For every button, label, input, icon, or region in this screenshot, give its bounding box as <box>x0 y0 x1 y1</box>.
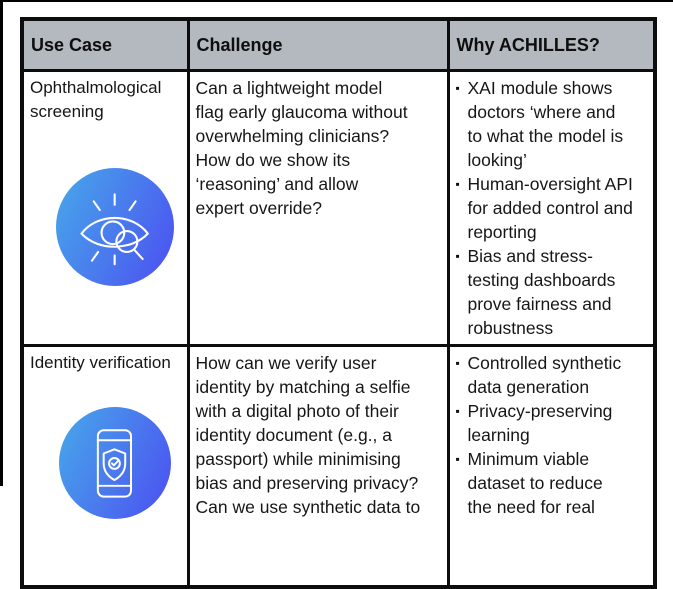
bullet-square-icon: ▪ <box>455 249 460 263</box>
why-bullet-list: ▪ Controlled synthetic data generation ▪… <box>456 351 649 519</box>
bullet-text: Privacy-preserving learning <box>467 401 613 445</box>
list-item: ▪ Minimum viable dataset to reduce the n… <box>456 447 649 519</box>
bullet-text: Human-oversight API for added control an… <box>467 174 633 242</box>
list-item: ▪ Privacy-preserving learning <box>456 399 649 447</box>
bullet-text: XAI module shows doctors ‘where and to w… <box>467 78 624 170</box>
bullet-square-icon: ▪ <box>455 177 460 191</box>
table-row-ophthalmological: Ophthalmological screening <box>20 69 657 347</box>
use-case-label: Ophthalmological screening <box>30 78 162 121</box>
why-bullet-list: ▪ XAI module shows doctors ‘where and to… <box>456 76 649 340</box>
bullet-square-icon: ▪ <box>455 356 460 370</box>
list-item: ▪ Human-oversight API for added control … <box>456 172 649 244</box>
use-case-cell: Ophthalmological screening <box>20 69 190 347</box>
use-case-label: Identity verification <box>30 353 171 372</box>
bullet-square-icon: ▪ <box>455 404 460 418</box>
why-achilles-cell: ▪ Controlled synthetic data generation ▪… <box>446 344 657 589</box>
challenge-text: Can a lightweight model flag early glauc… <box>195 78 408 218</box>
why-achilles-cell: ▪ XAI module shows doctors ‘where and to… <box>446 69 657 347</box>
use-case-table: Use Case Challenge Why ACHILLES? Ophthal… <box>20 17 657 589</box>
image-top-frame <box>0 0 673 2</box>
bullet-text: Minimum viable dataset to reduce the nee… <box>467 449 603 517</box>
bullet-square-icon: ▪ <box>455 81 460 95</box>
table-row-identity: Identity verification How can we verify … <box>20 344 657 589</box>
challenge-cell: Can a lightweight model flag early glauc… <box>186 69 450 347</box>
use-case-cell: Identity verification <box>20 344 190 589</box>
eye-magnifier-icon <box>55 168 174 286</box>
list-item: ▪ XAI module shows doctors ‘where and to… <box>456 76 649 172</box>
list-item: ▪ Controlled synthetic data generation <box>456 351 649 399</box>
bullet-text: Bias and stress- testing dashboards prov… <box>467 246 616 338</box>
column-header-use-case: Use Case <box>20 17 190 72</box>
phone-shield-icon <box>58 407 171 519</box>
table-header-row: Use Case Challenge Why ACHILLES? <box>20 17 657 72</box>
bullet-text: Controlled synthetic data generation <box>467 353 622 397</box>
challenge-cell: How can we verify user identity by match… <box>186 344 450 589</box>
column-header-why-achilles: Why ACHILLES? <box>446 17 657 72</box>
list-item: ▪ Bias and stress- testing dashboards pr… <box>456 244 649 340</box>
column-header-challenge: Challenge <box>186 17 450 72</box>
challenge-text: How can we verify user identity by match… <box>195 353 421 517</box>
bullet-square-icon: ▪ <box>455 452 460 466</box>
image-left-frame <box>0 0 3 486</box>
